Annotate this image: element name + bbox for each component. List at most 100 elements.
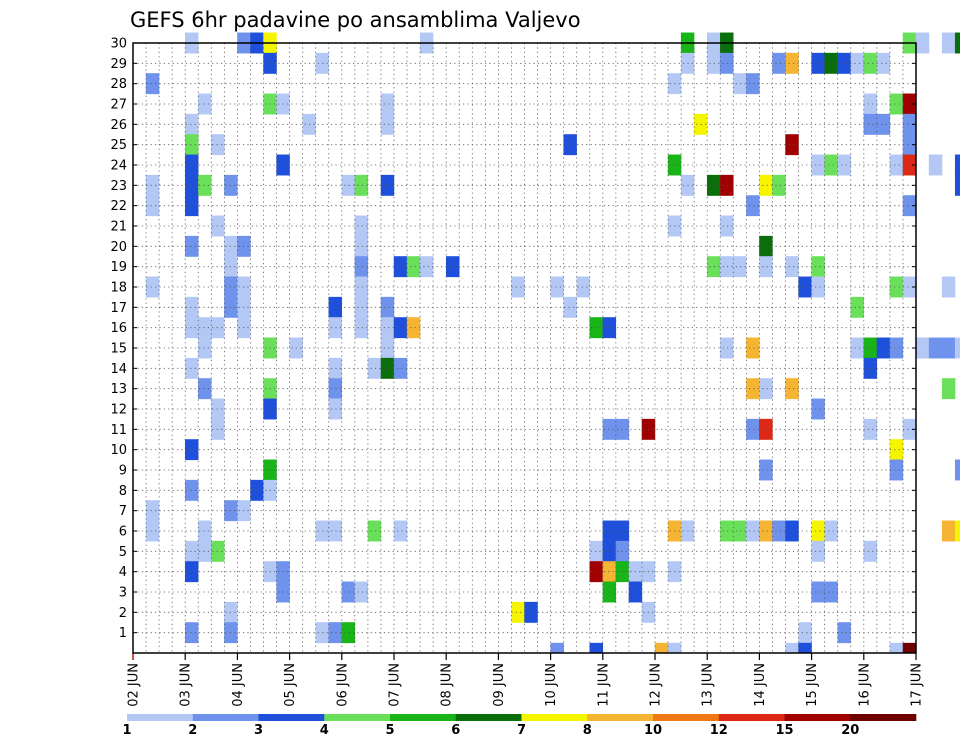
precip-cell: [589, 317, 603, 339]
precip-cell: [824, 52, 838, 74]
precip-cell: [928, 337, 943, 359]
precip-cell: [198, 93, 212, 115]
precip-cell: [863, 113, 878, 135]
colorbar-label: 15: [775, 723, 793, 738]
precip-edge-cell: [654, 642, 669, 653]
y-tick-label: 22: [110, 199, 127, 214]
precip-cell: [145, 195, 160, 217]
precip-cell: [915, 337, 930, 359]
precip-cell: [824, 154, 838, 176]
precip-cell: [811, 256, 825, 278]
precip-cell: [902, 154, 917, 176]
precip-cell: [785, 134, 799, 156]
precip-cell: [185, 439, 199, 461]
x-tick-label: 10 JUN: [544, 663, 559, 707]
precip-cell: [707, 174, 721, 196]
precip-cell: [367, 357, 382, 379]
x-tick-label: 14 JUN: [753, 663, 768, 707]
precip-cell: [928, 154, 943, 176]
precip-cell: [733, 256, 747, 278]
precip-cell: [354, 276, 369, 298]
precip-cell: [889, 337, 904, 359]
precip-cell: [185, 317, 199, 339]
precip-cell: [837, 52, 851, 74]
precip-cell: [720, 174, 734, 196]
precip-cell: [902, 134, 917, 156]
y-tick-label: 25: [110, 138, 127, 153]
x-tick-label: 03 JUN: [179, 663, 194, 707]
precip-cell: [328, 317, 342, 339]
y-tick-label: 3: [119, 586, 127, 601]
colorbar-label: 3: [254, 723, 263, 738]
precip-cell: [185, 540, 199, 562]
x-tick-label: 02 JUN: [127, 663, 142, 707]
precip-cell: [145, 520, 160, 542]
precip-cell: [354, 256, 369, 278]
precip-cell: [824, 581, 838, 603]
precip-cell: [954, 154, 960, 176]
precip-edge-cell: [667, 642, 682, 653]
precip-cell: [785, 52, 799, 74]
precip-cell: [198, 174, 212, 196]
precip-cell: [863, 93, 878, 115]
precip-cell: [863, 52, 878, 74]
x-tick-label: 08 JUN: [440, 663, 455, 707]
colorbar-swatch: [850, 714, 917, 721]
precip-cell: [811, 398, 825, 420]
precip-cell: [954, 520, 960, 542]
precip-cell: [720, 52, 734, 74]
precip-edge-cell: [902, 642, 917, 653]
y-tick-label: 17: [110, 301, 127, 316]
precip-cell: [759, 174, 773, 196]
y-tick-label: 7: [119, 504, 127, 519]
precip-cell: [511, 276, 525, 298]
precip-cell: [380, 174, 395, 196]
precip-cell: [354, 296, 369, 318]
precip-cell: [876, 337, 891, 359]
precip-cell: [798, 622, 812, 644]
precip-cell: [720, 256, 734, 278]
precip-cell: [589, 540, 603, 562]
precip-cell: [211, 398, 225, 420]
precip-cell: [354, 317, 369, 339]
x-tick-label: 04 JUN: [231, 663, 246, 707]
x-axis-ticks: 02 JUN 03 JUN 04 JUN 05 JUN 06 JUN 07 JUN 08 J…: [127, 653, 925, 707]
colorbar-label: 20: [841, 723, 859, 738]
precip-cell: [876, 52, 891, 74]
precip-cell: [902, 418, 917, 440]
precip-cell: [720, 215, 734, 237]
y-tick-label: 15: [110, 342, 127, 357]
colorbar-swatch: [718, 714, 785, 721]
precip-cell: [328, 622, 342, 644]
y-tick-label: 19: [110, 260, 127, 275]
precip-cell: [185, 479, 199, 501]
precip-edge-cell: [550, 642, 564, 653]
precip-cell: [902, 195, 917, 217]
precip-cell: [772, 52, 786, 74]
colorbar-swatch: [455, 714, 522, 721]
colorbar-label: 2: [188, 723, 197, 738]
precip-cell: [380, 296, 395, 318]
precip-cell: [380, 317, 395, 339]
precip-cell: [811, 154, 825, 176]
precip-cell: [941, 520, 956, 542]
precip-cell: [341, 581, 356, 603]
colorbar-label: 4: [320, 723, 329, 738]
precip-cell: [941, 32, 956, 54]
precip-edge-cell: [798, 642, 812, 653]
precip-cell: [954, 32, 960, 54]
x-tick-label: 05 JUN: [283, 663, 298, 707]
precip-cell: [341, 174, 356, 196]
precip-cell: [902, 113, 917, 135]
precip-cell: [446, 256, 460, 278]
precip-cell: [354, 581, 369, 603]
precip-edge-cell: [785, 642, 799, 653]
precip-cell: [759, 235, 773, 257]
precip-cell: [406, 317, 421, 339]
y-tick-label: 11: [110, 423, 127, 438]
x-tick-label: 15 JUN: [805, 663, 820, 707]
precip-cell: [941, 337, 956, 359]
precip-cell: [380, 357, 395, 379]
x-tick-label: 12 JUN: [649, 663, 664, 707]
precip-cell: [746, 378, 760, 400]
